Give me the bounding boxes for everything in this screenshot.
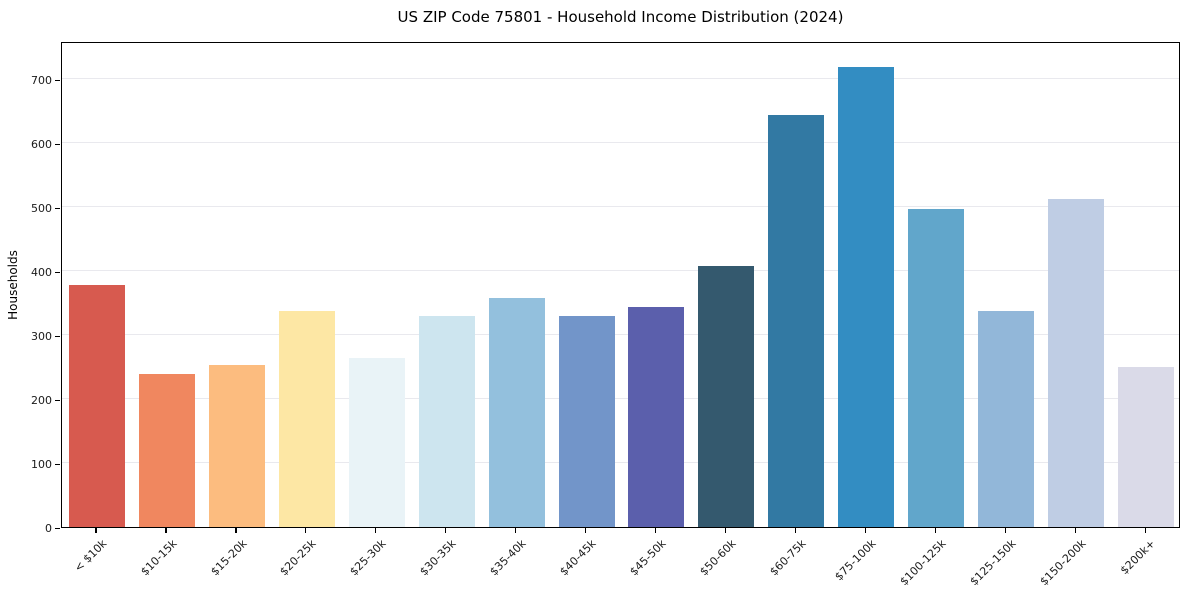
x-tick-label-7: $40-45k bbox=[557, 537, 599, 579]
x-tick-mark-12 bbox=[934, 528, 936, 533]
x-tick-label-12: $100-125k bbox=[897, 537, 949, 589]
bar--10k bbox=[69, 285, 125, 527]
x-tick-mark-9 bbox=[724, 528, 727, 533]
x-tick-mark-4 bbox=[375, 528, 377, 533]
chart-title: US ZIP Code 75801 - Household Income Dis… bbox=[397, 8, 844, 26]
gridline-y-600 bbox=[62, 142, 1179, 144]
gridline-y-700 bbox=[62, 78, 1179, 80]
bar--40-45k bbox=[559, 316, 615, 527]
y-tick-mark-500 bbox=[55, 207, 60, 209]
bar--30-35k bbox=[419, 316, 475, 527]
gridline-y-500 bbox=[62, 206, 1179, 208]
y-tick-mark-100 bbox=[55, 463, 60, 465]
x-tick-label-1: $10-15k bbox=[137, 537, 180, 579]
bar--125-150k bbox=[978, 311, 1034, 527]
x-tick-label-5: $30-35k bbox=[417, 537, 459, 579]
x-tick-mark-6 bbox=[515, 528, 517, 533]
x-tick-label-13: $125-150k bbox=[967, 537, 1019, 589]
x-tick-mark-10 bbox=[794, 528, 797, 533]
gridline-y-400 bbox=[62, 270, 1179, 272]
x-tick-mark-8 bbox=[654, 528, 657, 533]
bar--10-15k bbox=[139, 374, 195, 527]
bar--15-20k bbox=[209, 365, 265, 527]
y-tick-label-200: 200 bbox=[31, 393, 52, 407]
x-tick-label-9: $50-60k bbox=[697, 537, 739, 579]
x-tick-mark-3 bbox=[305, 528, 307, 533]
x-tick-mark-0 bbox=[95, 528, 97, 533]
bar--60-75k bbox=[768, 115, 824, 527]
x-tick-label-4: $25-30k bbox=[347, 537, 389, 579]
x-tick-mark-7 bbox=[585, 528, 587, 533]
bar--25-30k bbox=[349, 358, 405, 527]
y-tick-mark-700 bbox=[55, 79, 60, 82]
y-tick-mark-600 bbox=[55, 143, 60, 145]
bar--200k- bbox=[1118, 367, 1174, 527]
bar--45-50k bbox=[628, 307, 684, 527]
x-tick-mark-11 bbox=[864, 528, 866, 533]
y-tick-mark-200 bbox=[55, 399, 60, 401]
gridline-y-100 bbox=[62, 462, 1179, 464]
y-tick-label-500: 500 bbox=[31, 201, 52, 215]
x-tick-label-3: $20-25k bbox=[277, 537, 319, 579]
y-tick-mark-400 bbox=[55, 271, 60, 273]
x-tick-label-10: $60-75k bbox=[767, 537, 809, 579]
y-tick-label-300: 300 bbox=[31, 329, 52, 343]
gridline-y-300 bbox=[62, 334, 1179, 336]
y-tick-label-700: 700 bbox=[31, 73, 52, 87]
x-tick-label-11: $75-100k bbox=[832, 537, 879, 584]
x-tick-label-8: $45-50k bbox=[627, 537, 669, 579]
y-axis-label: Households bbox=[6, 250, 20, 320]
x-tick-mark-15 bbox=[1144, 528, 1146, 533]
x-tick-label-14: $150-200k bbox=[1037, 537, 1089, 589]
x-tick-label-6: $35-40k bbox=[487, 537, 529, 579]
bar--20-25k bbox=[279, 311, 335, 527]
x-tick-mark-13 bbox=[1004, 528, 1006, 533]
y-tick-label-0: 0 bbox=[45, 521, 52, 535]
y-tick-mark-0 bbox=[55, 527, 60, 529]
x-tick-mark-2 bbox=[235, 528, 237, 533]
y-tick-label-100: 100 bbox=[31, 457, 52, 471]
x-tick-label-0: < $10k bbox=[71, 537, 110, 575]
bar--100-125k bbox=[908, 209, 964, 527]
x-tick-label-15: $200k+ bbox=[1118, 537, 1159, 578]
y-tick-label-600: 600 bbox=[31, 137, 52, 151]
bar--150-200k bbox=[1048, 199, 1104, 527]
bar--75-100k bbox=[838, 67, 894, 527]
x-tick-mark-5 bbox=[445, 528, 447, 533]
gridline-y-200 bbox=[62, 398, 1179, 400]
x-tick-mark-1 bbox=[165, 528, 167, 533]
x-tick-label-2: $15-20k bbox=[207, 537, 250, 579]
y-tick-label-400: 400 bbox=[31, 265, 52, 279]
bar--35-40k bbox=[489, 298, 545, 527]
y-tick-mark-300 bbox=[55, 335, 60, 337]
bar--50-60k bbox=[698, 266, 754, 527]
x-tick-mark-14 bbox=[1074, 528, 1076, 533]
plot-area bbox=[61, 42, 1180, 528]
